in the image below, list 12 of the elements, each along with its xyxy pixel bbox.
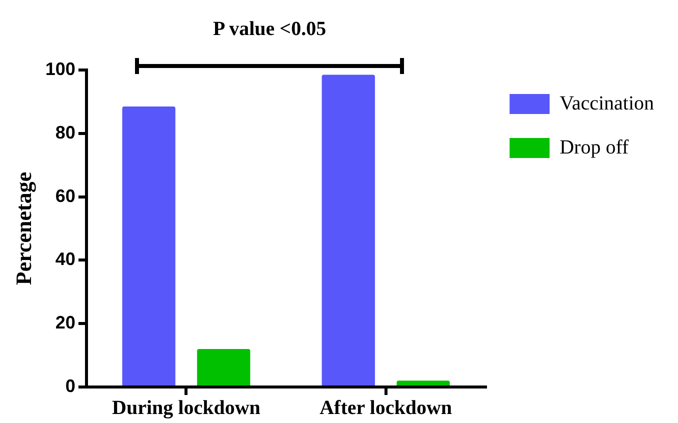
- y-tick-label: 0: [65, 376, 76, 396]
- text: P value <0.05: [213, 18, 326, 40]
- x-tick-label: During lockdown: [112, 397, 260, 420]
- legend-label: Vaccination: [560, 92, 654, 114]
- y-axis-title: Percenetage: [10, 172, 36, 286]
- x-tick-label: After lockdown: [320, 397, 452, 420]
- legend-label: Drop off: [560, 136, 629, 158]
- y-tick-label: 40: [55, 249, 76, 270]
- y-tick-label: 20: [55, 312, 76, 333]
- y-tick-label: 60: [55, 186, 76, 206]
- y-tick-label: 80: [55, 122, 76, 142]
- y-tick-label: 100: [45, 58, 76, 79]
